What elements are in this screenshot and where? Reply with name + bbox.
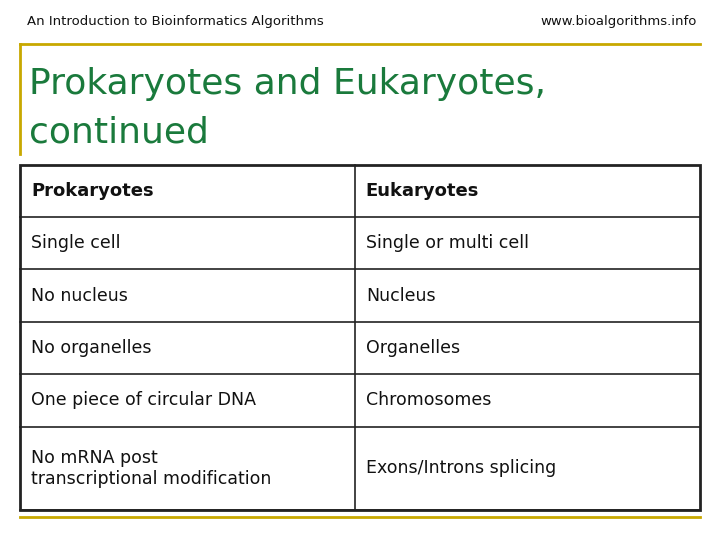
Text: Nucleus: Nucleus	[366, 287, 436, 305]
Text: Chromosomes: Chromosomes	[366, 392, 491, 409]
Text: Prokaryotes and Eukaryotes,: Prokaryotes and Eukaryotes,	[29, 67, 546, 100]
Text: continued: continued	[29, 116, 209, 149]
Text: No mRNA post
transcriptional modification: No mRNA post transcriptional modificatio…	[31, 449, 271, 488]
Text: Single cell: Single cell	[31, 234, 120, 252]
Text: Single or multi cell: Single or multi cell	[366, 234, 528, 252]
Text: An Introduction to Bioinformatics Algorithms: An Introduction to Bioinformatics Algori…	[27, 15, 324, 28]
Text: www.bioalgorithms.info: www.bioalgorithms.info	[541, 15, 697, 28]
Text: Exons/Introns splicing: Exons/Introns splicing	[366, 460, 556, 477]
Text: One piece of circular DNA: One piece of circular DNA	[31, 392, 256, 409]
Text: Organelles: Organelles	[366, 339, 460, 357]
Text: Prokaryotes: Prokaryotes	[31, 182, 153, 200]
Text: Eukaryotes: Eukaryotes	[366, 182, 479, 200]
Text: No organelles: No organelles	[31, 339, 151, 357]
Bar	[20, 165, 700, 510]
Text: No nucleus: No nucleus	[31, 287, 128, 305]
